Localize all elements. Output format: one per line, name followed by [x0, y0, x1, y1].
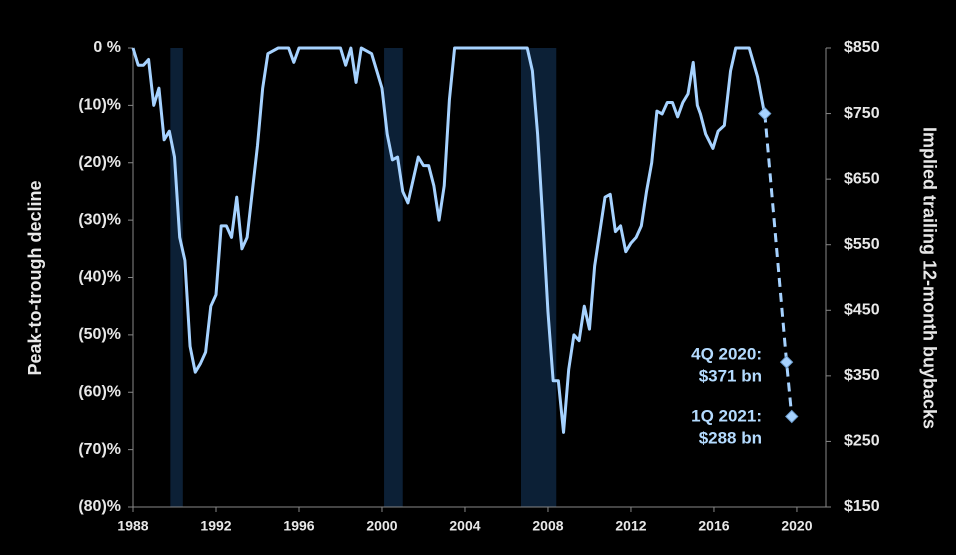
recession-band	[384, 48, 403, 507]
x-tick-label: 1996	[283, 518, 314, 534]
diamond-marker	[785, 409, 799, 424]
recession-band	[520, 48, 557, 507]
y2-tick-label: $550	[844, 236, 880, 253]
y2-tick-label: $250	[844, 433, 880, 450]
decline-line	[131, 46, 767, 434]
y-tick-label: (10)%	[78, 97, 121, 114]
x-tick-label: 2000	[366, 518, 397, 534]
y-tick-label: 0 %	[93, 39, 121, 56]
annotation: $288 bn	[699, 428, 762, 447]
annotation: 1Q 2021:	[691, 406, 762, 425]
y-tick-label: (50)%	[78, 326, 121, 343]
diamond-marker	[779, 355, 794, 369]
y2-tick-label: $750	[844, 105, 880, 122]
y2-tick-label: $450	[844, 302, 880, 319]
y-tick-label: (30)%	[78, 211, 121, 228]
y-tick-label: (80)%	[78, 498, 121, 515]
projection-line	[763, 113, 794, 417]
y2-tick-label: $150	[844, 498, 880, 515]
annotation: $371 bn	[699, 366, 762, 385]
x-tick-label: 2020	[781, 518, 812, 534]
y-axis-title: Peak-to-trough decline	[25, 180, 45, 375]
x-tick-label: 2012	[615, 518, 646, 534]
recession-band	[170, 48, 183, 507]
x-tick-label: 1988	[117, 518, 148, 534]
y2-tick-label: $850	[844, 39, 880, 56]
y-tick-label: (40)%	[78, 269, 121, 286]
x-tick-label: 2016	[698, 518, 729, 534]
y-tick-label: (60)%	[78, 383, 121, 400]
x-tick-label: 2008	[532, 518, 563, 534]
y2-tick-label: $650	[844, 170, 880, 187]
x-tick-label: 1992	[200, 518, 231, 534]
y2-tick-label: $350	[844, 367, 880, 384]
annotation: 4Q 2020:	[691, 344, 762, 363]
y-tick-label: (20)%	[78, 154, 121, 171]
diamond-marker	[758, 106, 772, 121]
x-tick-label: 2004	[449, 518, 480, 534]
y2-axis-title: Implied trailing 12-month buybacks	[919, 127, 939, 429]
y-tick-label: (70)%	[78, 441, 121, 458]
